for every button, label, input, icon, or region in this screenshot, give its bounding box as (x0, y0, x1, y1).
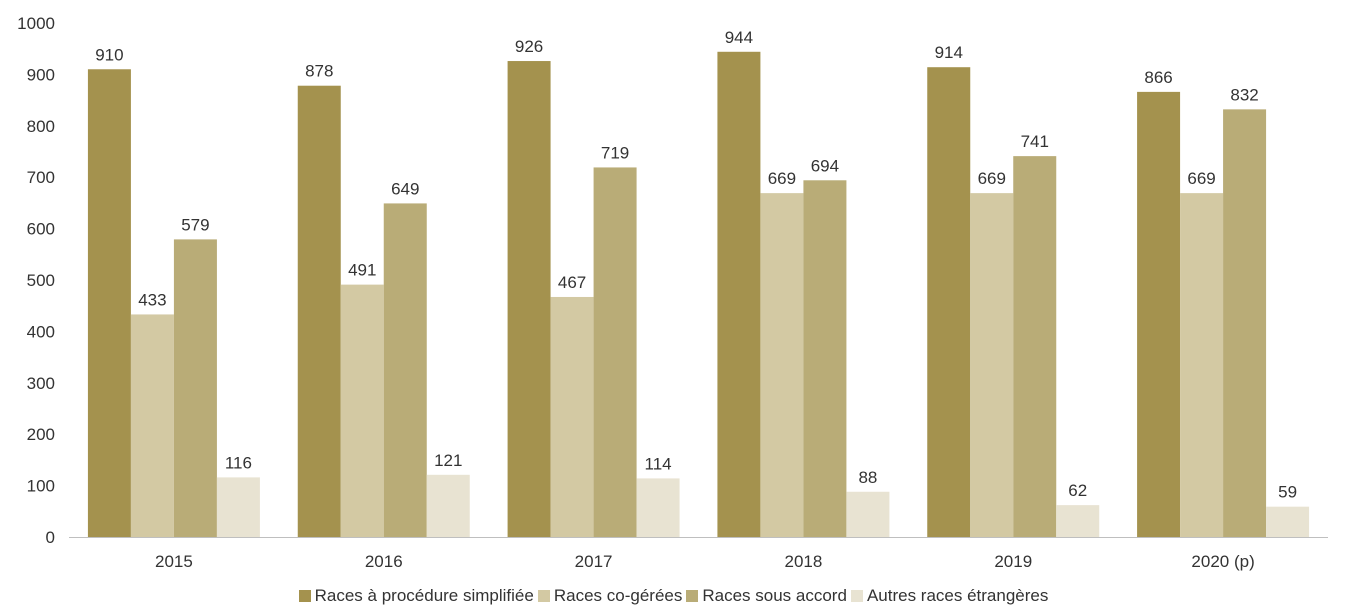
y-tick-label: 600 (27, 220, 55, 239)
y-axis: 0 100 200 300 400 500 600 700 800 900 1000 (17, 14, 55, 547)
bar (297, 85, 341, 537)
x-tick-label: 2019 (994, 552, 1032, 571)
legend-label: Autres races étrangères (866, 586, 1049, 605)
bar (636, 478, 680, 537)
data-labels-group: 910 433 579 116 878 491 649 121 926 467 719 114 944 6… (95, 28, 1297, 502)
data-label: 62 (1068, 481, 1087, 500)
bar (846, 491, 890, 537)
data-label: 669 (978, 169, 1006, 188)
bar (87, 69, 131, 537)
data-label: 491 (348, 261, 376, 280)
data-label: 878 (305, 62, 333, 81)
y-tick-label: 300 (27, 374, 55, 393)
data-label: 944 (725, 28, 753, 47)
y-tick-label: 200 (27, 425, 55, 444)
bar (426, 474, 470, 537)
y-tick-label: 700 (27, 168, 55, 187)
legend-swatch (298, 590, 311, 602)
data-label: 926 (515, 37, 543, 56)
legend-label: Races co-gérées (553, 586, 683, 605)
y-tick-label: 900 (27, 65, 55, 84)
data-label: 719 (601, 143, 629, 162)
legend-swatch (686, 590, 699, 602)
legend-item: Races à procédure simplifiée (298, 586, 534, 606)
y-tick-label: 400 (27, 322, 55, 341)
y-tick-label: 1000 (17, 14, 55, 33)
data-label: 832 (1230, 85, 1258, 104)
data-label: 433 (138, 290, 166, 309)
bar (1137, 91, 1181, 537)
data-label: 467 (558, 273, 586, 292)
legend-swatch (850, 590, 863, 602)
x-tick-label: 2016 (365, 552, 403, 571)
bar (383, 203, 427, 537)
data-label: 579 (181, 215, 209, 234)
data-label: 866 (1144, 68, 1172, 87)
bar (1266, 506, 1310, 537)
legend: Races à procédure simplifiée Races co-gér… (0, 586, 1347, 606)
data-label: 116 (225, 453, 252, 472)
bar (1180, 193, 1224, 537)
data-label: 669 (768, 169, 796, 188)
y-tick-label: 100 (27, 477, 55, 496)
bar (970, 193, 1014, 537)
data-label: 741 (1021, 132, 1049, 151)
bar (173, 239, 217, 538)
data-label: 114 (645, 454, 672, 473)
x-axis: 2015 2016 2017 2018 2019 2020 (p) (155, 552, 1255, 571)
bar (717, 51, 761, 538)
data-label: 59 (1278, 483, 1297, 502)
x-tick-label: 2017 (575, 552, 613, 571)
bars-group (87, 51, 1310, 538)
data-label: 914 (935, 43, 963, 62)
data-label: 121 (434, 451, 462, 470)
x-tick-label: 2015 (155, 552, 193, 571)
bar (130, 314, 174, 537)
bar-chart: 0 100 200 300 400 500 600 700 800 900 1000 910 433 5… (17, 14, 1328, 571)
data-label: 669 (1187, 169, 1215, 188)
bar (340, 284, 384, 537)
data-label: 649 (391, 179, 419, 198)
y-tick-label: 500 (27, 271, 55, 290)
bar (760, 193, 804, 537)
x-tick-label: 2020 (p) (1191, 552, 1254, 571)
bar (593, 167, 637, 537)
data-label: 910 (95, 45, 123, 64)
x-tick-label: 2018 (785, 552, 823, 571)
legend-label: Races sous accord (702, 586, 847, 605)
bar (1223, 109, 1267, 538)
legend-item: Races co-gérées (537, 586, 683, 606)
data-label: 88 (858, 468, 877, 487)
legend-item: Autres races étrangères (850, 586, 1049, 606)
data-label: 694 (811, 156, 839, 175)
bar (507, 61, 551, 537)
y-tick-label: 800 (27, 117, 55, 136)
legend-label: Races à procédure simplifiée (314, 586, 534, 605)
bar (803, 180, 847, 537)
bar (216, 477, 260, 537)
legend-swatch (537, 590, 550, 602)
bar (1056, 505, 1100, 537)
bar (1013, 156, 1057, 537)
y-tick-label: 0 (46, 528, 55, 547)
bar (550, 296, 594, 537)
legend-item: Races sous accord (686, 586, 847, 606)
bar (927, 67, 971, 537)
